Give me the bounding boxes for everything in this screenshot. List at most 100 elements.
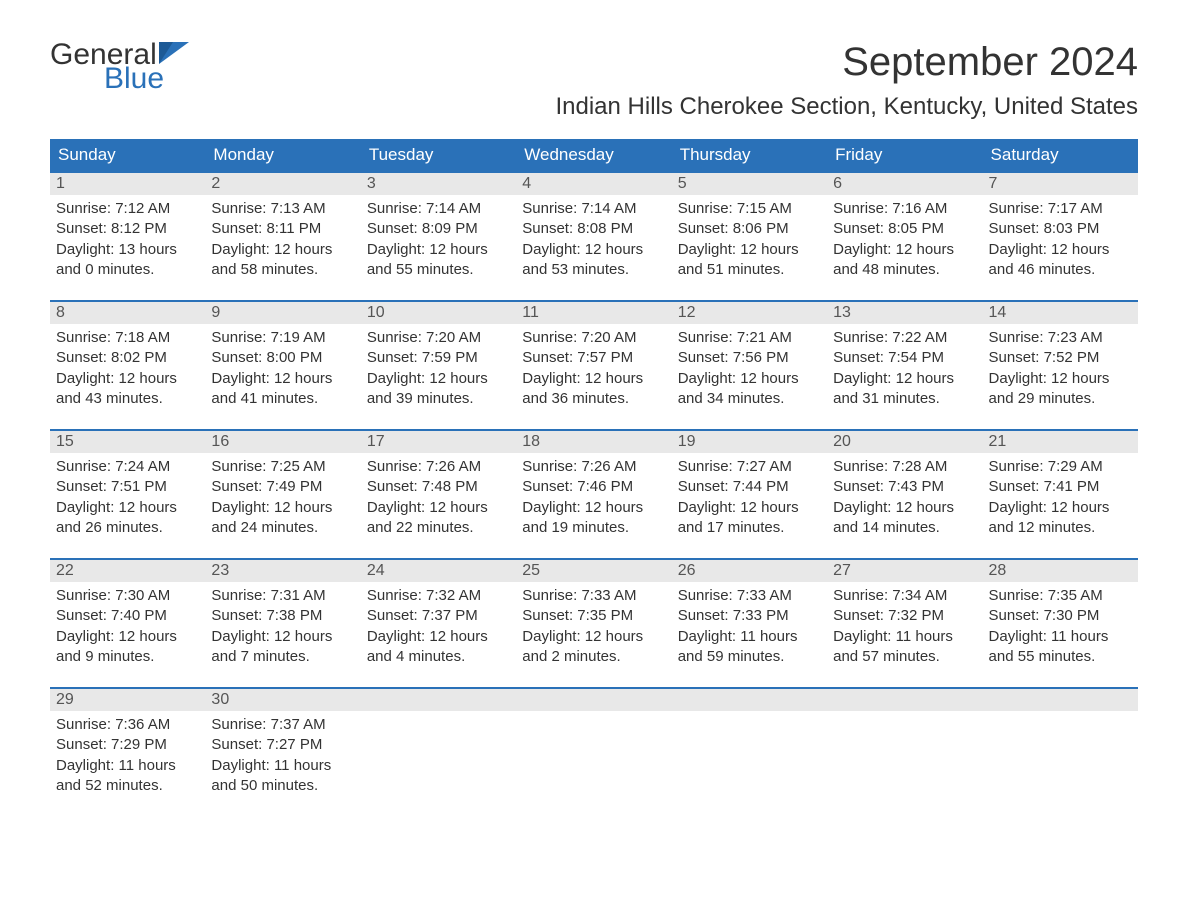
day-cell: Sunrise: 7:20 AMSunset: 7:57 PMDaylight:… — [516, 324, 671, 413]
d2-text: and 22 minutes. — [367, 518, 510, 538]
day-cell — [983, 711, 1138, 800]
day-cell: Sunrise: 7:36 AMSunset: 7:29 PMDaylight:… — [50, 711, 205, 800]
sunset-text: Sunset: 7:56 PM — [678, 348, 821, 368]
d2-text: and 9 minutes. — [56, 647, 199, 667]
sunrise-text: Sunrise: 7:28 AM — [833, 457, 976, 477]
day-number: 4 — [516, 173, 671, 195]
sunrise-text: Sunrise: 7:20 AM — [367, 328, 510, 348]
sunset-text: Sunset: 7:33 PM — [678, 606, 821, 626]
d2-text: and 34 minutes. — [678, 389, 821, 409]
day-body: Sunrise: 7:26 AMSunset: 7:48 PMDaylight:… — [361, 453, 516, 542]
d2-text: and 19 minutes. — [522, 518, 665, 538]
day-body: Sunrise: 7:25 AMSunset: 7:49 PMDaylight:… — [205, 453, 360, 542]
day-header: Thursday — [672, 139, 827, 171]
day-header: Wednesday — [516, 139, 671, 171]
day-body: Sunrise: 7:28 AMSunset: 7:43 PMDaylight:… — [827, 453, 982, 542]
d2-text: and 0 minutes. — [56, 260, 199, 280]
week-row: 891011121314Sunrise: 7:18 AMSunset: 8:02… — [50, 300, 1138, 413]
d2-text: and 51 minutes. — [678, 260, 821, 280]
day-number: 8 — [50, 302, 205, 324]
sunset-text: Sunset: 7:51 PM — [56, 477, 199, 497]
day-cell — [672, 711, 827, 800]
sunrise-text: Sunrise: 7:29 AM — [989, 457, 1132, 477]
sunset-text: Sunset: 7:46 PM — [522, 477, 665, 497]
d1-text: Daylight: 11 hours — [678, 627, 821, 647]
day-number: 1 — [50, 173, 205, 195]
sunset-text: Sunset: 7:32 PM — [833, 606, 976, 626]
sunrise-text: Sunrise: 7:26 AM — [522, 457, 665, 477]
title-block: September 2024 Indian Hills Cherokee Sec… — [555, 40, 1138, 133]
d1-text: Daylight: 11 hours — [833, 627, 976, 647]
d1-text: Daylight: 12 hours — [367, 240, 510, 260]
d2-text: and 39 minutes. — [367, 389, 510, 409]
page-header: General Blue September 2024 Indian Hills… — [50, 40, 1138, 133]
sunrise-text: Sunrise: 7:30 AM — [56, 586, 199, 606]
d1-text: Daylight: 12 hours — [989, 240, 1132, 260]
d2-text: and 17 minutes. — [678, 518, 821, 538]
sunrise-text: Sunrise: 7:31 AM — [211, 586, 354, 606]
d2-text: and 7 minutes. — [211, 647, 354, 667]
d1-text: Daylight: 12 hours — [833, 240, 976, 260]
d1-text: Daylight: 12 hours — [833, 498, 976, 518]
d2-text: and 53 minutes. — [522, 260, 665, 280]
day-body: Sunrise: 7:33 AMSunset: 7:35 PMDaylight:… — [516, 582, 671, 671]
day-cell: Sunrise: 7:14 AMSunset: 8:09 PMDaylight:… — [361, 195, 516, 284]
day-cell: Sunrise: 7:24 AMSunset: 7:51 PMDaylight:… — [50, 453, 205, 542]
sunrise-text: Sunrise: 7:27 AM — [678, 457, 821, 477]
daynum-bar: 2930 — [50, 689, 1138, 711]
daynum-bar: 15161718192021 — [50, 431, 1138, 453]
day-number: 22 — [50, 560, 205, 582]
day-body: Sunrise: 7:22 AMSunset: 7:54 PMDaylight:… — [827, 324, 982, 413]
sunrise-text: Sunrise: 7:37 AM — [211, 715, 354, 735]
day-cell: Sunrise: 7:35 AMSunset: 7:30 PMDaylight:… — [983, 582, 1138, 671]
day-cell: Sunrise: 7:21 AMSunset: 7:56 PMDaylight:… — [672, 324, 827, 413]
day-header: Friday — [827, 139, 982, 171]
day-number: 9 — [205, 302, 360, 324]
d2-text: and 14 minutes. — [833, 518, 976, 538]
day-cell: Sunrise: 7:37 AMSunset: 7:27 PMDaylight:… — [205, 711, 360, 800]
sunrise-text: Sunrise: 7:34 AM — [833, 586, 976, 606]
sunset-text: Sunset: 7:49 PM — [211, 477, 354, 497]
sunrise-text: Sunrise: 7:18 AM — [56, 328, 199, 348]
sunset-text: Sunset: 8:12 PM — [56, 219, 199, 239]
calendar: SundayMondayTuesdayWednesdayThursdayFrid… — [50, 139, 1138, 800]
day-body: Sunrise: 7:30 AMSunset: 7:40 PMDaylight:… — [50, 582, 205, 671]
logo-text-blue: Blue — [104, 64, 189, 94]
day-number: 15 — [50, 431, 205, 453]
day-body: Sunrise: 7:24 AMSunset: 7:51 PMDaylight:… — [50, 453, 205, 542]
day-cell: Sunrise: 7:17 AMSunset: 8:03 PMDaylight:… — [983, 195, 1138, 284]
sunset-text: Sunset: 7:38 PM — [211, 606, 354, 626]
d1-text: Daylight: 12 hours — [522, 369, 665, 389]
day-body: Sunrise: 7:14 AMSunset: 8:08 PMDaylight:… — [516, 195, 671, 284]
sunset-text: Sunset: 8:11 PM — [211, 219, 354, 239]
sunset-text: Sunset: 7:41 PM — [989, 477, 1132, 497]
day-number: 17 — [361, 431, 516, 453]
sunset-text: Sunset: 8:08 PM — [522, 219, 665, 239]
d2-text: and 31 minutes. — [833, 389, 976, 409]
day-number: 14 — [983, 302, 1138, 324]
day-number: 11 — [516, 302, 671, 324]
day-cell: Sunrise: 7:28 AMSunset: 7:43 PMDaylight:… — [827, 453, 982, 542]
day-body: Sunrise: 7:35 AMSunset: 7:30 PMDaylight:… — [983, 582, 1138, 671]
day-number: 19 — [672, 431, 827, 453]
d1-text: Daylight: 12 hours — [211, 627, 354, 647]
sunset-text: Sunset: 7:48 PM — [367, 477, 510, 497]
d1-text: Daylight: 12 hours — [211, 369, 354, 389]
day-number: 3 — [361, 173, 516, 195]
d1-text: Daylight: 11 hours — [989, 627, 1132, 647]
d2-text: and 48 minutes. — [833, 260, 976, 280]
sunrise-text: Sunrise: 7:13 AM — [211, 199, 354, 219]
sunset-text: Sunset: 7:57 PM — [522, 348, 665, 368]
sunrise-text: Sunrise: 7:21 AM — [678, 328, 821, 348]
day-body: Sunrise: 7:37 AMSunset: 7:27 PMDaylight:… — [205, 711, 360, 800]
day-header: Monday — [205, 139, 360, 171]
sunset-text: Sunset: 7:35 PM — [522, 606, 665, 626]
day-cell: Sunrise: 7:20 AMSunset: 7:59 PMDaylight:… — [361, 324, 516, 413]
daynum-bar: 1234567 — [50, 173, 1138, 195]
day-cell: Sunrise: 7:13 AMSunset: 8:11 PMDaylight:… — [205, 195, 360, 284]
d1-text: Daylight: 12 hours — [367, 498, 510, 518]
sunrise-text: Sunrise: 7:36 AM — [56, 715, 199, 735]
day-body: Sunrise: 7:17 AMSunset: 8:03 PMDaylight:… — [983, 195, 1138, 284]
d2-text: and 4 minutes. — [367, 647, 510, 667]
daynum-bar: 891011121314 — [50, 302, 1138, 324]
